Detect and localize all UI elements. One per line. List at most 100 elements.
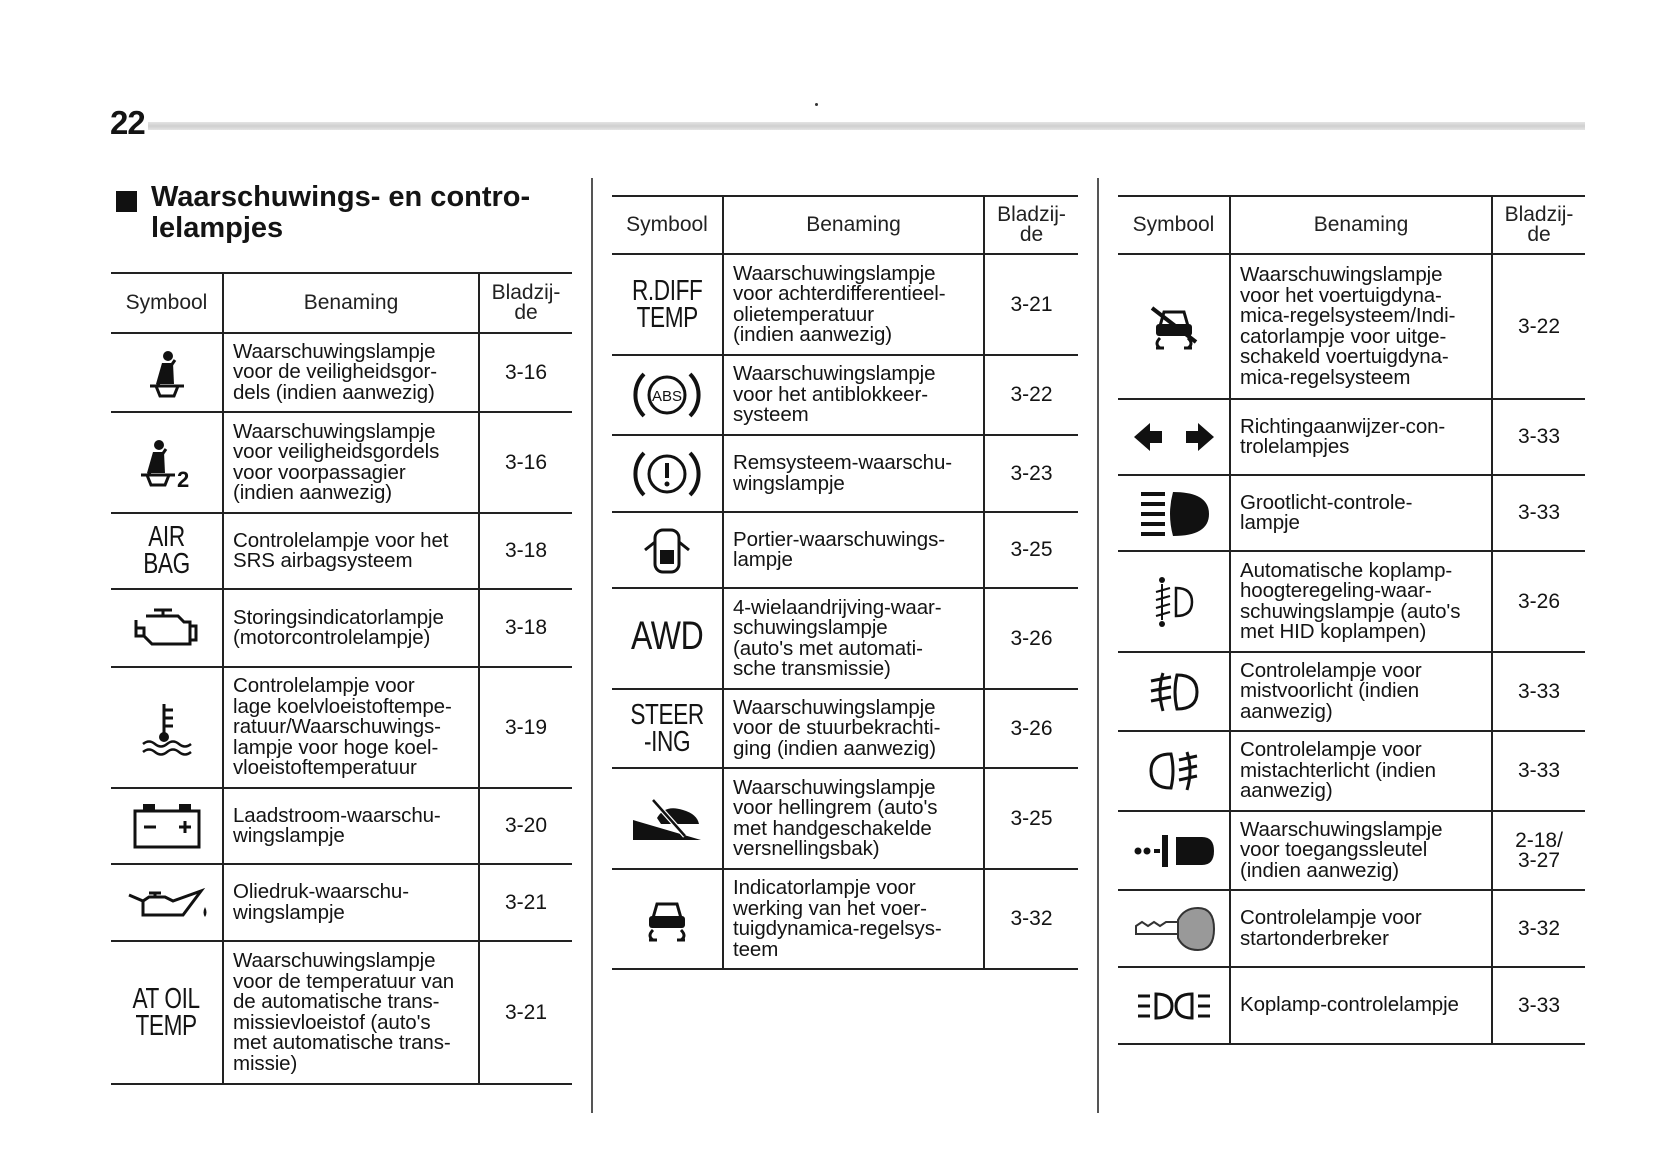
table-row: Laadstroom-waarschu- wingslampje 3-20 [111, 787, 572, 865]
oil-pressure-icon [125, 887, 209, 917]
table-row: Storingsindicatorlampje (motorcontrolela… [111, 588, 572, 668]
table-row: Grootlicht-controle- lampje 3-33 [1118, 474, 1585, 552]
header-name: Benaming [223, 272, 479, 334]
page-cell: 2-18/ 3-27 [1491, 810, 1585, 891]
page-cell: 3-18 [478, 512, 572, 590]
hill-hold-icon [631, 797, 703, 840]
check-engine-icon [132, 608, 202, 646]
page-cell: 3-33 [1491, 398, 1585, 476]
table-row: Indicatorlampje voor werking van het voe… [612, 868, 1078, 970]
name-cell: Waarschuwingslampje voor achterdifferent… [723, 253, 984, 356]
battery-icon [131, 804, 203, 849]
symbol-text: AT OIL TEMP [132, 982, 201, 1042]
symbol-cell [1118, 889, 1231, 968]
table-row: ABS Waarschuwingslampje voor het antiblok… [612, 354, 1078, 436]
symbol-cell [111, 332, 224, 413]
symbol-cell [612, 868, 724, 970]
name-cell: Automatische koplamp- hoogteregeling-waa… [1230, 550, 1492, 653]
symbol-cell: AIR BAG [111, 512, 224, 590]
warning-lights-table-3: Symbool Benaming Bladzij- de Waarschuwingsl… [1118, 195, 1585, 1045]
table-row: AWD 4-wielaandrijving-waar- schuwingslamp… [612, 587, 1078, 690]
name-cell: Waarschuwingslampje voor de stuurbekrach… [723, 688, 984, 769]
page-cell: 3-23 [983, 434, 1078, 513]
table-row: AIR BAG Controlelampje voor het SRS airba… [111, 512, 572, 590]
page-cell: 3-32 [1491, 889, 1585, 968]
table-row: 2 Waarschuwingslampje voor veiligheidsgor… [111, 411, 572, 514]
header-name: Benaming [723, 195, 984, 255]
warning-lights-table-1: Symbool Benaming Bladzij- de Waarschuwingsl… [111, 272, 572, 1085]
headlight-leveling-icon [1152, 576, 1196, 627]
page-cell: 3-32 [983, 868, 1078, 970]
header-page: Bladzij- de [1491, 195, 1585, 255]
table-row: Waarschuwingslampje voor de veiligheidsg… [111, 332, 572, 413]
page-cell: 3-25 [983, 511, 1078, 589]
symbol-cell: 2 [111, 411, 224, 514]
table-row: Richtingaanwijzer-con- trolelampjes 3-33 [1118, 398, 1585, 476]
section-title: Waarschuwings- en contro- lelampjes [116, 182, 571, 244]
symbol-cell: AWD [612, 587, 724, 690]
high-beam-icon [1137, 492, 1211, 536]
table-row: R.DIFF TEMP Waarschuwingslampje voor acht… [612, 253, 1078, 356]
symbol-cell [1118, 550, 1231, 653]
table-row: Portier-waarschuwings- lampje 3-25 [612, 511, 1078, 589]
symbol-cell [1118, 398, 1231, 476]
symbol-cell [111, 666, 224, 789]
symbol-cell [111, 787, 224, 865]
name-cell: Storingsindicatorlampje (motorcontrolela… [223, 588, 479, 668]
name-cell: Controlelampje voor lage koelvloeistofte… [223, 666, 479, 789]
front-fog-light-icon [1147, 672, 1201, 711]
table-row: STEER -ING Waarschuwingslampje voor de st… [612, 688, 1078, 769]
symbol-cell [1118, 253, 1231, 400]
name-cell: Waarschuwingslampje voor de veiligheidsg… [223, 332, 479, 413]
name-cell: Controlelampje voor startonderbreker [1230, 889, 1492, 968]
name-cell: Laadstroom-waarschu- wingslampje [223, 787, 479, 865]
page-cell: 3-21 [983, 253, 1078, 356]
table-row: Controlelampje voor startonderbreker 3-32 [1118, 889, 1585, 968]
symbol-cell: AT OIL TEMP [111, 940, 224, 1085]
access-key-icon [1132, 834, 1216, 867]
symbol-cell [1118, 474, 1231, 552]
warning-lights-table-2: Symbool Benaming Bladzij- de R.DIFF TEMP Waa… [612, 195, 1078, 970]
page-cell: 3-19 [478, 666, 572, 789]
name-cell: Richtingaanwijzer-con- trolelampjes [1230, 398, 1492, 476]
turn-signal-icon [1132, 423, 1216, 451]
symbol-cell: ABS [612, 354, 724, 436]
table-row: Oliedruk-waarschu- wingslampje 3-21 [111, 863, 572, 942]
door-open-icon [641, 528, 693, 574]
table-row: Waarschuwingslampje voor toegangssleutel… [1118, 810, 1585, 891]
header-page: Bladzij- de [478, 272, 572, 334]
page-cell: 3-26 [983, 587, 1078, 690]
column-divider [591, 178, 593, 1113]
symbol-text: R.DIFF TEMP [631, 274, 703, 334]
symbol-cell [111, 863, 224, 942]
section-title-text: Waarschuwings- en contro- lelampjes [151, 181, 531, 244]
rear-fog-light-icon [1147, 751, 1201, 791]
header-name: Benaming [1230, 195, 1492, 255]
symbol-cell: R.DIFF TEMP [612, 253, 724, 356]
page-cell: 3-22 [983, 354, 1078, 436]
name-cell: Waarschuwingslampje voor toegangssleutel… [1230, 810, 1492, 891]
name-cell: Waarschuwingslampje voor het antiblokkee… [723, 354, 984, 436]
icon-lettering: 2 [177, 467, 189, 489]
page-cell: 3-20 [478, 787, 572, 865]
symbol-cell: STEER -ING [612, 688, 724, 769]
table-row: Waarschuwingslampje voor het voertuigdyn… [1118, 253, 1585, 400]
name-cell: Controlelampje voor het SRS airbagsystee… [223, 512, 479, 590]
seatbelt-passenger-icon: 2 [135, 439, 199, 489]
page-cell: 3-26 [1491, 550, 1585, 653]
page-number: 22 [110, 104, 146, 141]
name-cell: Waarschuwingslampje voor veiligheidsgord… [223, 411, 479, 514]
bullet-square-icon [116, 191, 137, 212]
symbol-cell [612, 434, 724, 513]
page-cell: 3-21 [478, 940, 572, 1085]
name-cell: Oliedruk-waarschu- wingslampje [223, 863, 479, 942]
table-row: AT OIL TEMP Waarschuwingslampje voor de t… [111, 940, 572, 1085]
speck [815, 103, 818, 106]
table-header-row: Symbool Benaming Bladzij- de [111, 272, 572, 334]
symbol-cell [1118, 810, 1231, 891]
name-cell: Waarschuwingslampje voor de temperatuur … [223, 940, 479, 1085]
page-cell: 3-18 [478, 588, 572, 668]
symbol-cell [111, 588, 224, 668]
column-divider [1097, 178, 1099, 1113]
page-cell: 3-16 [478, 411, 572, 514]
